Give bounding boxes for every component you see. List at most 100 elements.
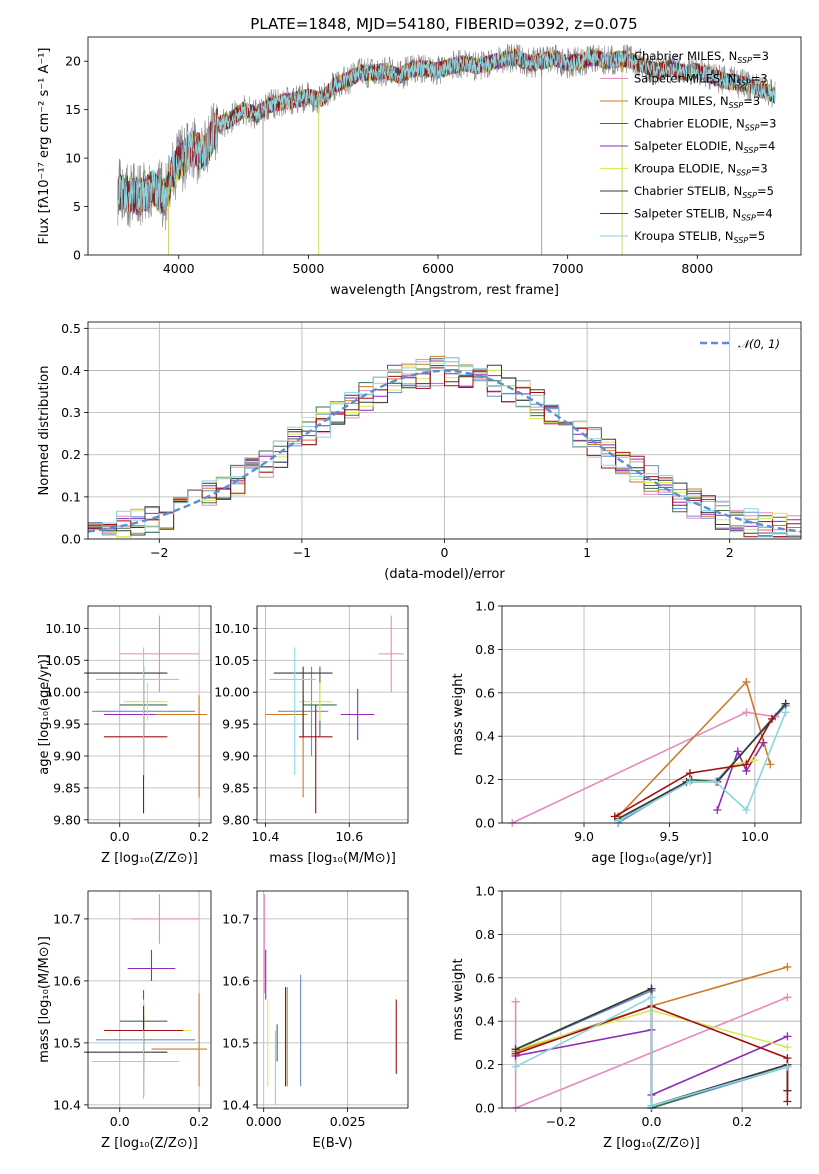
y-tick-label: 0.5 xyxy=(61,321,81,336)
x-tick-label: 9.0 xyxy=(574,829,594,844)
age-vs-Z-panel: 0.0 0.2 9.80 9.85 9.90 9.95 10.00 10.05 10.10 Z [… xyxy=(37,605,212,866)
axes-frame xyxy=(501,890,802,1109)
weight-series-line xyxy=(617,680,771,818)
weight-point-marker xyxy=(511,1062,520,1071)
y-axis-label: mass [log₁₀(M/M⊙)] xyxy=(37,936,52,1063)
legend-label: Chabrier STELIB, NSSP=5 xyxy=(634,184,774,200)
y-tick-label: 10.6 xyxy=(53,973,81,988)
x-tick-label: 10.6 xyxy=(335,829,363,844)
weight-point-marker xyxy=(685,769,694,778)
axes-frame xyxy=(501,605,802,824)
x-tick-label: 0.2 xyxy=(732,1114,752,1129)
x-tick-label: 4000 xyxy=(163,261,195,276)
weight-series-line xyxy=(617,703,787,822)
spectrum-lines xyxy=(117,43,776,255)
x-axis-label: E(B-V) xyxy=(312,1136,352,1151)
weight-point-marker xyxy=(767,714,776,723)
weight-point-marker xyxy=(783,1097,792,1106)
y-tick-label: 10.00 xyxy=(45,685,81,700)
y-tick-label: 20 xyxy=(65,54,81,69)
x-axis-label: Z [log₁₀(Z/Z⊙)] xyxy=(101,851,198,866)
weight-point-marker xyxy=(781,699,790,708)
weight-point-marker xyxy=(711,777,720,786)
y-tick-label: 0.2 xyxy=(475,772,495,787)
y-tick-label: 0.8 xyxy=(475,642,495,657)
x-tick-label: 9.5 xyxy=(659,829,679,844)
y-tick-label: 0.0 xyxy=(475,816,495,831)
x-tick-label: 6000 xyxy=(422,261,454,276)
y-tick-label: 10.05 xyxy=(45,653,81,668)
x-axis-label: wavelength [Angstrom, rest frame] xyxy=(330,283,559,298)
x-tick-label: 0.000 xyxy=(246,1114,282,1129)
weight-point-marker xyxy=(766,760,775,769)
spectrum-panel: 4000 5000 6000 7000 8000 0 5 10 15 20 wavelength [… xyxy=(37,36,802,298)
y-tick-label: 9.90 xyxy=(53,748,81,763)
y-tick-label: 10.5 xyxy=(222,1035,250,1050)
x-axis-label: Z [log₁₀(Z/Z⊙)] xyxy=(603,1136,700,1151)
weight-point-marker xyxy=(783,1062,792,1071)
weight-series-line xyxy=(515,1005,789,1102)
y-tick-label: 0.8 xyxy=(475,927,495,942)
y-tick-label: 0.4 xyxy=(475,1014,495,1029)
weight-series-line xyxy=(716,742,765,811)
weight-point-marker xyxy=(733,747,742,756)
y-tick-label: 0.6 xyxy=(475,970,495,985)
weight-point-marker xyxy=(610,812,619,821)
weight-point-marker xyxy=(781,708,790,717)
legend-label: Salpeter ELODIE, NSSP=4 xyxy=(634,139,775,155)
y-tick-label: 9.80 xyxy=(53,812,81,827)
weight-point-marker xyxy=(783,962,792,971)
y-tick-label: 1.0 xyxy=(475,599,495,614)
weight-point-marker xyxy=(783,1043,792,1052)
y-axis-label: mass weight xyxy=(451,673,466,755)
axes-frame xyxy=(87,321,802,540)
chart-title: PLATE=1848, MJD=54180, FIBERID=0392, z=0… xyxy=(250,15,637,33)
mass-vs-Z-panel: 0.0 0.2 10.4 10.5 10.6 10.7 Z [log₁₀(Z/Z⊙)] mas… xyxy=(37,890,212,1151)
y-tick-label: 10.05 xyxy=(214,653,250,668)
legend-label: Kroupa MILES, NSSP=3 xyxy=(634,94,760,110)
weight-point-marker xyxy=(783,993,792,1002)
x-tick-label: 0 xyxy=(441,545,449,560)
x-axis-label: (data-model)/error xyxy=(384,567,505,582)
y-tick-label: 9.80 xyxy=(222,812,250,827)
x-tick-label: 10.0 xyxy=(741,829,769,844)
weight-point-marker xyxy=(783,1054,792,1063)
x-axis-label: age [log₁₀(age/yr)] xyxy=(591,851,712,866)
y-tick-label: 0.3 xyxy=(61,405,81,420)
y-tick-label: 9.85 xyxy=(222,780,250,795)
spectrum-legend: Chabrier MILES, NSSP=3 Salpeter MILES, NS… xyxy=(600,49,776,245)
legend-label: Chabrier MILES, NSSP=3 xyxy=(634,49,769,65)
y-tick-label: 0.4 xyxy=(475,729,495,744)
weight-point-marker xyxy=(647,1101,656,1110)
x-tick-label: 7000 xyxy=(552,261,584,276)
y-tick-label: 10.6 xyxy=(222,973,250,988)
y-tick-label: 0.2 xyxy=(475,1057,495,1072)
weight-point-marker xyxy=(742,760,751,769)
x-tick-label: 5000 xyxy=(292,261,324,276)
y-tick-label: 0.4 xyxy=(61,363,81,378)
histogram-lines xyxy=(88,355,801,538)
y-tick-label: 9.95 xyxy=(53,717,81,732)
y-tick-label: 15 xyxy=(65,102,81,117)
x-tick-label: 2 xyxy=(726,545,734,560)
x-tick-label: 0.2 xyxy=(189,1114,209,1129)
weight-point-marker xyxy=(742,708,751,717)
residuals-panel: −2 −1 0 1 2 0.0 0.1 0.2 0.3 0.4 0.5 (data-model)/er… xyxy=(37,321,802,582)
mass-weight-vs-Z-panel: −0.2 0.0 0.2 0.0 0.2 0.4 0.6 0.8 1.0 Z [log₁₀(Z/Z… xyxy=(451,884,802,1151)
legend-label: 𝒩(0, 1) xyxy=(738,337,780,351)
y-axis-label: age [log₁₀(age/yr)] xyxy=(37,654,52,775)
y-tick-label: 0.1 xyxy=(61,489,81,504)
histogram-series-8 xyxy=(88,357,801,538)
y-tick-label: 9.95 xyxy=(222,717,250,732)
mass-weight-vs-age-panel: 9.0 9.5 10.0 0.0 0.2 0.4 0.6 0.8 1.0 age [log₁₀(a… xyxy=(451,599,802,866)
y-tick-label: 0.2 xyxy=(61,447,81,462)
y-tick-label: 10.7 xyxy=(222,911,250,926)
x-tick-label: 1 xyxy=(583,545,591,560)
weight-point-marker xyxy=(511,1049,520,1058)
legend-label: Salpeter MILES, NSSP=3 xyxy=(634,72,768,88)
weight-point-marker xyxy=(511,997,520,1006)
x-tick-label: 0.0 xyxy=(110,1114,130,1129)
x-tick-label: −0.2 xyxy=(546,1114,576,1129)
weight-point-marker xyxy=(783,1032,792,1041)
